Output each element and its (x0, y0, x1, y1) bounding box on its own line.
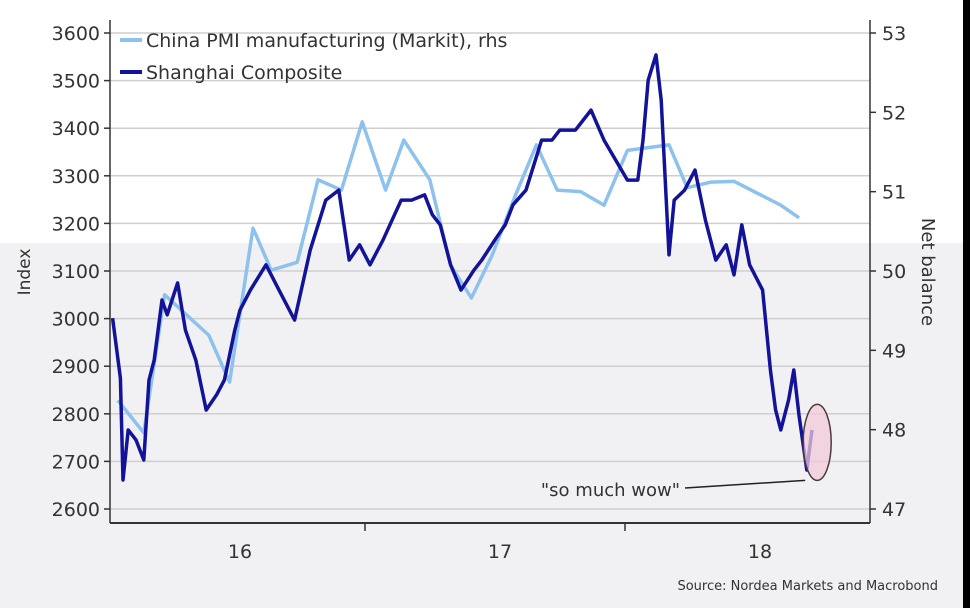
source-note: Source: Nordea Markets and Macrobond (677, 579, 938, 594)
y-right-tick-label: 50 (882, 261, 906, 283)
legend-label: China PMI manufacturing (Markit), rhs (146, 30, 507, 52)
y-left-tick-label: 2700 (52, 451, 100, 473)
y-axis-left-label: Index (15, 249, 35, 296)
right-border (963, 0, 970, 608)
annotation-label: "so much wow" (541, 480, 680, 501)
y-left-tick-label: 2900 (52, 356, 100, 378)
x-tick-label: 17 (488, 541, 512, 563)
series-line-shanghai (110, 53, 814, 482)
x-tick-label: 16 (228, 541, 252, 563)
y-left-tick-label: 2800 (52, 404, 100, 426)
y-right-tick-label: 52 (882, 102, 906, 124)
y-left-tick-label: 3200 (52, 213, 100, 235)
y-left-tick-label: 3300 (52, 166, 100, 188)
y-right-tick-label: 49 (882, 340, 906, 362)
y-right-tick-label: 47 (882, 499, 906, 521)
y-right-tick-label: 48 (882, 420, 906, 442)
y-left-tick-label: 3000 (52, 309, 100, 331)
y-left-tick-label: 3600 (52, 23, 100, 45)
y-left-tick-label: 3100 (52, 261, 100, 283)
legend-label: Shanghai Composite (146, 62, 342, 84)
y-left-tick-label: 2600 (52, 499, 100, 521)
highlight-ellipse (802, 403, 832, 482)
annotation-pointer (684, 479, 806, 489)
y-right-tick-label: 53 (882, 23, 906, 45)
y-left-tick-label: 3500 (52, 71, 100, 93)
y-right-tick-label: 51 (882, 182, 906, 204)
y-axis-right-label: Net balance (917, 218, 938, 326)
y-left-tick-label: 3400 (52, 118, 100, 140)
x-tick-label: 18 (748, 541, 772, 563)
